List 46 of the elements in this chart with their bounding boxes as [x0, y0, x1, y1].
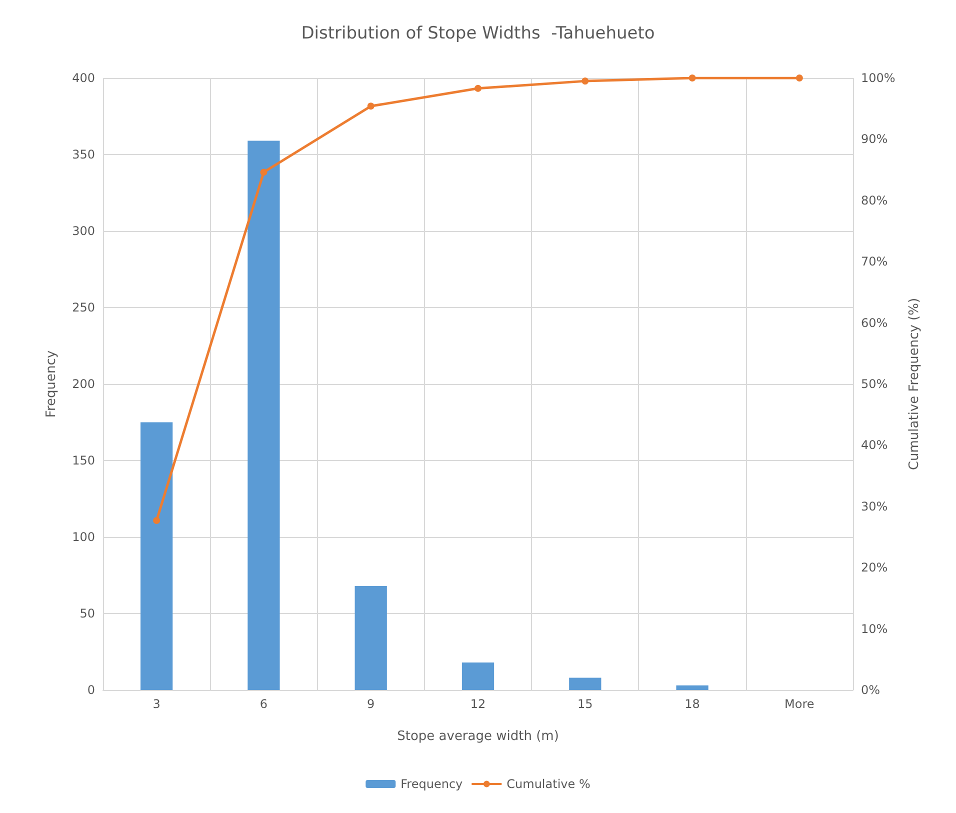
- x-tick-label: 3: [152, 697, 160, 711]
- point: [367, 102, 374, 110]
- x-tick-label: 15: [578, 697, 593, 711]
- y-tick-label: 300: [72, 224, 95, 238]
- y2-tick-label: 100%: [861, 71, 896, 85]
- bar: [140, 422, 173, 690]
- y-tick-label: 50: [80, 606, 95, 620]
- y2-tick-label: 80%: [861, 193, 888, 208]
- x-tick-label: More: [784, 697, 814, 711]
- point: [796, 74, 803, 82]
- bar: [462, 662, 494, 690]
- point: [260, 168, 268, 176]
- point: [582, 78, 589, 85]
- y-tick-label: 400: [72, 71, 95, 85]
- y-tick-label: 100: [72, 530, 95, 544]
- y2-tick-label: 0%: [861, 683, 880, 697]
- bar: [569, 678, 602, 690]
- y2-tick-label: 60%: [861, 316, 888, 330]
- y2-tick-label: 90%: [861, 132, 888, 146]
- y2-axis-title: Cumulative Frequency (%): [907, 298, 922, 470]
- y-tick-label: 0: [87, 683, 95, 697]
- x-tick-label: 12: [470, 697, 486, 711]
- y2-tick-label: 70%: [861, 254, 888, 269]
- x-axis-title: Stope average width (m): [397, 729, 559, 744]
- y2-tick-label: 10%: [861, 622, 888, 636]
- bar: [248, 140, 280, 690]
- legend-label: Cumulative %: [506, 777, 590, 791]
- legend-label: Frequency: [400, 777, 463, 791]
- y2-tick-label: 20%: [861, 560, 888, 575]
- y-axis-title: Frequency: [44, 350, 59, 418]
- x-tick-label: 18: [684, 697, 700, 711]
- point: [688, 74, 696, 82]
- y-tick-label: 150: [72, 454, 95, 468]
- y-tick-label: 350: [72, 148, 95, 162]
- y-tick-label: 250: [72, 300, 95, 314]
- point: [474, 84, 482, 92]
- y-tick-label: 200: [72, 377, 95, 391]
- y2-tick-label: 30%: [861, 499, 888, 514]
- y2-tick-label: 40%: [861, 438, 888, 452]
- y2-tick-label: 50%: [861, 377, 888, 391]
- bar: [354, 586, 387, 690]
- bar: [676, 685, 708, 690]
- point: [153, 516, 160, 524]
- chart-title: Distribution of Stope Widths -Tahuehueto: [301, 24, 655, 44]
- x-tick-label: 9: [367, 697, 375, 711]
- x-tick-label: 6: [260, 697, 268, 711]
